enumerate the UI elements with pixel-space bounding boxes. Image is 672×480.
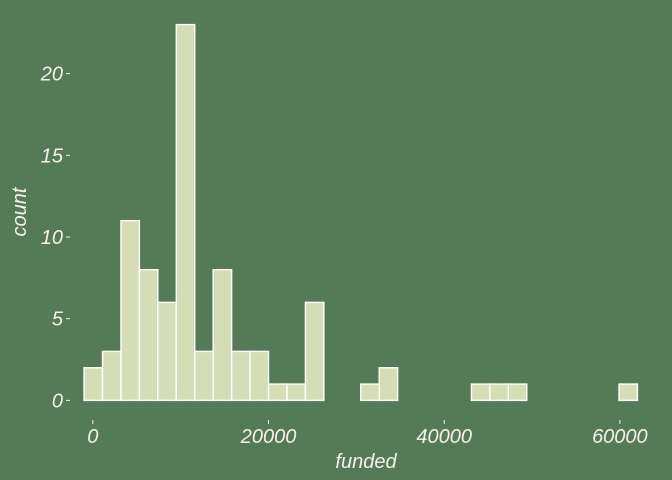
y-tick-label: 10 xyxy=(41,227,63,249)
y-axis-title: count xyxy=(9,186,31,236)
histogram-bar xyxy=(83,367,104,402)
histogram-bar xyxy=(267,383,288,402)
histogram-bar xyxy=(138,268,159,402)
histogram-bar xyxy=(489,383,510,402)
histogram-bar xyxy=(120,219,141,402)
x-axis: 0 20000 40000 60000 xyxy=(87,420,648,448)
x-axis-title: funded xyxy=(335,451,397,473)
histogram-bar xyxy=(101,350,122,402)
bars-layer xyxy=(83,23,639,402)
x-tick-label: 0 xyxy=(87,426,98,448)
histogram-bar xyxy=(470,383,491,402)
histogram-bar xyxy=(360,383,380,402)
histogram-bar xyxy=(157,301,177,402)
x-tick-label: 60000 xyxy=(592,426,648,448)
histogram-bar xyxy=(175,23,196,402)
x-tick-label: 20000 xyxy=(240,426,297,448)
y-tick-label: 0 xyxy=(52,390,63,412)
histogram-bar xyxy=(286,383,307,402)
histogram-bar xyxy=(304,301,325,402)
y-tick-label: 15 xyxy=(41,145,64,167)
histogram-bar xyxy=(618,383,639,402)
histogram-bar xyxy=(230,350,251,402)
histogram-bar xyxy=(378,367,399,402)
y-tick-label: 5 xyxy=(52,309,64,331)
histogram-bar xyxy=(507,383,528,402)
histogram-bar xyxy=(249,350,270,402)
histogram-bar xyxy=(194,350,214,402)
histogram-bar xyxy=(212,268,233,402)
y-axis: 0 5 10 15 20 xyxy=(40,64,70,412)
y-tick-label: 20 xyxy=(40,64,63,86)
x-tick-label: 40000 xyxy=(416,426,472,448)
